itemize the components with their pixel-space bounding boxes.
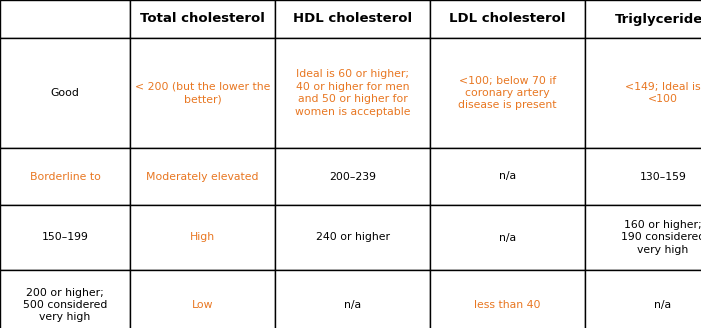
Bar <box>130 0 275 38</box>
Bar <box>275 270 430 328</box>
Bar <box>0 0 130 38</box>
Bar <box>275 0 430 38</box>
Bar <box>0 38 130 148</box>
Bar <box>130 148 275 205</box>
Bar <box>585 148 701 205</box>
Bar <box>275 205 430 270</box>
Bar <box>430 205 585 270</box>
Text: 150–199: 150–199 <box>41 233 88 242</box>
Text: n/a: n/a <box>499 233 516 242</box>
Bar <box>430 270 585 328</box>
Text: 130–159: 130–159 <box>639 172 686 181</box>
Text: <149; Ideal is
<100: <149; Ideal is <100 <box>625 82 701 104</box>
Text: Moderately elevated: Moderately elevated <box>147 172 259 181</box>
Bar <box>0 270 130 328</box>
Text: Total cholesterol: Total cholesterol <box>140 12 265 26</box>
Text: Borderline to: Borderline to <box>29 172 100 181</box>
Text: Low: Low <box>192 300 213 310</box>
Bar <box>585 38 701 148</box>
Text: 200 or higher;
500 considered
very high: 200 or higher; 500 considered very high <box>23 288 107 322</box>
Text: less than 40: less than 40 <box>475 300 540 310</box>
Bar <box>275 148 430 205</box>
Text: n/a: n/a <box>344 300 361 310</box>
Text: n/a: n/a <box>499 172 516 181</box>
Text: <100; below 70 if
coronary artery
disease is present: <100; below 70 if coronary artery diseas… <box>458 75 557 111</box>
Bar <box>0 148 130 205</box>
Text: Good: Good <box>50 88 79 98</box>
Bar <box>0 205 130 270</box>
Text: n/a: n/a <box>655 300 672 310</box>
Bar <box>585 0 701 38</box>
Text: < 200 (but the lower the
better): < 200 (but the lower the better) <box>135 82 270 104</box>
Text: 160 or higher;
190 considered
very high: 160 or higher; 190 considered very high <box>621 220 701 255</box>
Text: High: High <box>190 233 215 242</box>
Text: 240 or higher: 240 or higher <box>315 233 390 242</box>
Bar <box>585 270 701 328</box>
Bar <box>585 205 701 270</box>
Bar <box>430 148 585 205</box>
Text: HDL cholesterol: HDL cholesterol <box>293 12 412 26</box>
Text: Triglycerides: Triglycerides <box>615 12 701 26</box>
Bar <box>430 0 585 38</box>
Text: Ideal is 60 or higher;
40 or higher for men
and 50 or higher for
women is accept: Ideal is 60 or higher; 40 or higher for … <box>294 70 410 116</box>
Bar <box>430 38 585 148</box>
Bar <box>130 38 275 148</box>
Text: LDL cholesterol: LDL cholesterol <box>449 12 566 26</box>
Bar <box>130 205 275 270</box>
Text: 200–239: 200–239 <box>329 172 376 181</box>
Bar <box>275 38 430 148</box>
Bar <box>130 270 275 328</box>
